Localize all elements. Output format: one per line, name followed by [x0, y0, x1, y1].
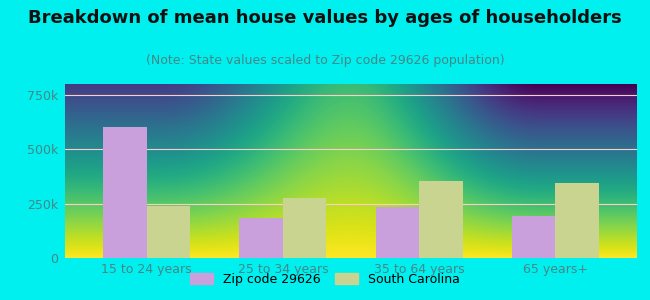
Text: (Note: State values scaled to Zip code 29626 population): (Note: State values scaled to Zip code 2… — [146, 54, 504, 67]
Bar — [555, 183, 599, 258]
Bar — [147, 206, 190, 258]
Legend: Zip code 29626, South Carolina: Zip code 29626, South Carolina — [185, 268, 465, 291]
Bar — [512, 216, 555, 258]
Bar — [283, 198, 326, 258]
Bar — [419, 181, 463, 258]
Bar — [376, 207, 419, 258]
Bar — [239, 218, 283, 258]
Bar — [103, 128, 147, 258]
Text: Breakdown of mean house values by ages of householders: Breakdown of mean house values by ages o… — [28, 9, 622, 27]
